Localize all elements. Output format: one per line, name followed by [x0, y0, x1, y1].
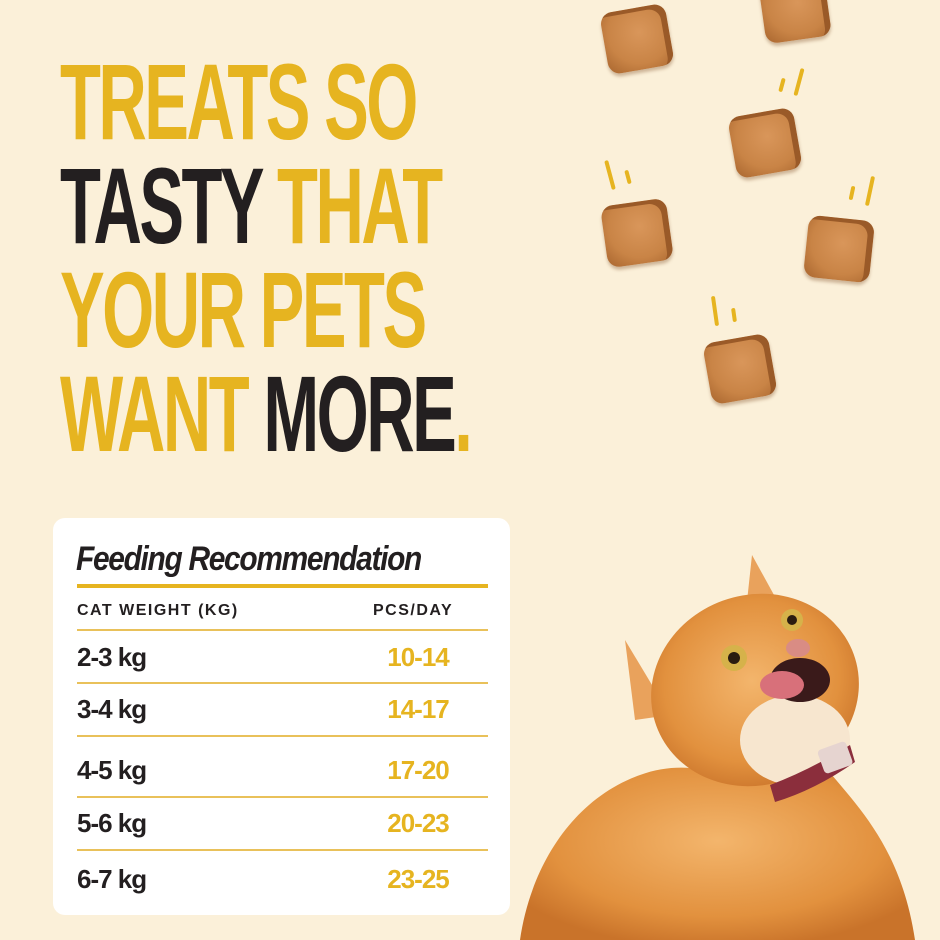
row-divider — [77, 796, 488, 798]
motion-line-icon — [864, 175, 876, 207]
row-divider — [77, 735, 488, 737]
column-header-weight: CAT WEIGHT (KG) — [77, 602, 239, 619]
treat-icon — [600, 197, 674, 269]
row-weight: 2-3 kg — [77, 642, 147, 672]
motion-line-icon — [604, 159, 616, 191]
column-header-pcs: PCS/DAY — [373, 602, 454, 619]
row-weight: 5-6 kg — [77, 808, 147, 838]
cat-image — [520, 555, 915, 940]
row-weight: 4-5 kg — [77, 755, 147, 785]
motion-line-icon — [624, 169, 632, 185]
row-divider — [77, 849, 488, 851]
row-pcs: 17-20 — [387, 755, 450, 785]
row-pcs: 23-25 — [387, 864, 450, 894]
card-title: Feeding Recommendation — [76, 540, 422, 578]
treat-icon — [758, 0, 832, 45]
treat-icon — [727, 106, 803, 180]
headline-line-2: TASTY THAT — [60, 145, 443, 266]
row-pcs: 10-14 — [387, 642, 450, 672]
header-divider — [77, 629, 488, 631]
motion-line-icon — [848, 185, 856, 201]
treat-icon — [599, 2, 675, 76]
treat-icon — [802, 214, 876, 284]
row-weight: 6-7 kg — [77, 864, 147, 894]
motion-line-icon — [793, 67, 805, 97]
row-weight: 3-4 kg — [77, 694, 147, 724]
treat-icon — [702, 332, 778, 406]
row-pcs: 14-17 — [387, 694, 450, 724]
headline-line-4: WANT MORE. — [60, 353, 473, 474]
headline-line-3: YOUR PETS — [60, 249, 427, 370]
motion-line-icon — [778, 77, 786, 93]
row-pcs: 20-23 — [387, 808, 450, 838]
feeding-recommendation-card: Feeding Recommendation CAT WEIGHT (KG) P… — [53, 518, 510, 915]
headline-line-1: TREATS SO — [60, 41, 418, 162]
motion-line-icon — [731, 307, 737, 323]
headline: TREATS SO TASTY THAT YOUR PETS WANT MORE… — [60, 41, 473, 474]
motion-line-icon — [710, 295, 720, 327]
row-divider — [77, 682, 488, 684]
title-divider — [77, 584, 488, 588]
